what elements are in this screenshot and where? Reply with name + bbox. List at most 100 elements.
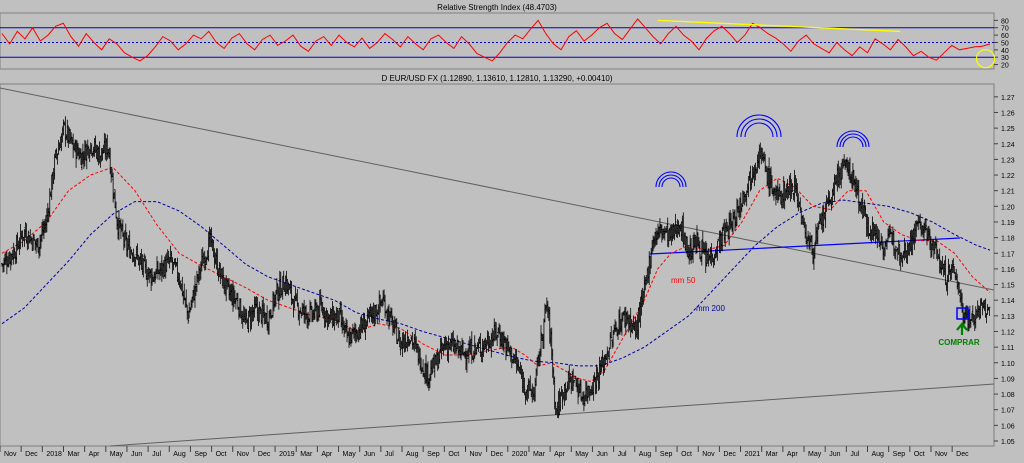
time-tick-label: Jul — [618, 451, 627, 458]
price-bar — [27, 230, 30, 250]
price-bar — [479, 333, 482, 357]
price-tick-label: 1.24 — [1001, 142, 1015, 149]
time-tick-label: Jun — [131, 451, 142, 458]
price-bar — [807, 230, 810, 242]
price-bar — [787, 185, 790, 199]
price-bar — [299, 307, 302, 314]
head-shoulders-arcs — [655, 114, 870, 188]
price-panel: D EUR/USD FX (1.12890, 1.13610, 1.12810,… — [0, 74, 1015, 458]
price-bar — [187, 310, 190, 324]
rsi-tick-label: 20 — [1001, 63, 1009, 70]
rsi-tick-label: 50 — [1001, 40, 1009, 47]
price-bar — [485, 339, 488, 354]
time-tick-label: Aug — [639, 451, 652, 458]
time-tick-label: Oct — [914, 451, 925, 458]
time-tick-label: Dec — [491, 451, 504, 458]
price-bar — [148, 268, 151, 284]
price-bar — [601, 350, 604, 368]
price-tick-label: 1.14 — [1001, 298, 1015, 305]
price-bar — [574, 375, 577, 379]
price-tick-label: 1.07 — [1001, 408, 1015, 415]
price-axis-ticks: 1.05 1.06 1.07 1.08 1.09 1.10 1.11 1.12 1.13 1.14… — [994, 95, 1015, 446]
time-tick-label: Dec — [25, 451, 38, 458]
price-bar — [897, 240, 900, 255]
time-tick-label: May — [110, 451, 124, 458]
price-bar — [28, 234, 31, 244]
rsi-title: Relative Strength Index (48.4703) — [437, 3, 557, 12]
rsi-line — [1, 18, 991, 62]
time-tick-label: Aug — [173, 451, 186, 458]
price-bar — [275, 278, 278, 295]
time-tick-label: Jul — [152, 451, 161, 458]
price-bar — [78, 147, 81, 161]
price-tick-label: 1.17 — [1001, 251, 1015, 258]
price-bar — [674, 213, 677, 235]
price-tick-label: 1.18 — [1001, 236, 1015, 243]
price-bar — [384, 294, 387, 319]
rsi-tick-label: 30 — [1001, 55, 1009, 62]
price-tick-label: 1.13 — [1001, 314, 1015, 321]
price-bar — [577, 377, 580, 405]
mm200-label: mm 200 — [696, 304, 725, 313]
time-tick-label: Dec — [258, 451, 271, 458]
price-bars — [1, 116, 991, 419]
price-tick-label: 1.09 — [1001, 376, 1015, 383]
time-tick-label: Oct — [216, 451, 227, 458]
price-tick-label: 1.12 — [1001, 329, 1015, 336]
buy-arrow-icon — [956, 322, 968, 335]
time-tick-label: Jun — [596, 451, 607, 458]
price-bar — [936, 249, 939, 261]
time-tick-label: 2020 — [512, 451, 528, 458]
price-bar — [9, 252, 12, 271]
price-bar — [572, 368, 575, 391]
time-tick-label: Apr — [787, 451, 799, 458]
price-bar — [573, 380, 576, 384]
time-tick-label: Sep — [194, 451, 207, 458]
time-tick-label: 2019 — [279, 451, 295, 458]
price-bar — [988, 306, 991, 316]
time-tick-label: Sep — [660, 451, 673, 458]
price-tick-label: 1.22 — [1001, 173, 1015, 180]
price-bar — [193, 275, 196, 308]
price-bar — [286, 278, 289, 294]
price-tick-label: 1.23 — [1001, 157, 1015, 164]
price-bar — [694, 234, 697, 248]
time-tick-label: 2018 — [46, 451, 62, 458]
price-bar — [650, 247, 653, 269]
time-tick-label: May — [808, 451, 822, 458]
price-bar — [894, 245, 897, 260]
price-title: D EUR/USD FX (1.12890, 1.13610, 1.12810,… — [381, 74, 612, 83]
price-bar — [119, 218, 122, 239]
time-tick-label: Mar — [533, 451, 546, 458]
time-tick-label: 2021 — [745, 451, 761, 458]
time-tick-label: Sep — [427, 451, 440, 458]
price-bar — [117, 209, 120, 241]
price-bar — [210, 227, 213, 248]
mm50-line — [1, 166, 991, 383]
price-bar — [540, 325, 543, 357]
price-bar — [465, 350, 468, 373]
price-bar — [185, 289, 188, 308]
buy-signal-box — [956, 307, 969, 320]
rsi-panel: Relative Strength Index (48.4703) 203040… — [0, 3, 1009, 70]
price-tick-label: 1.10 — [1001, 361, 1015, 368]
price-tick-label: 1.19 — [1001, 220, 1015, 227]
rsi-tick-label: 40 — [1001, 48, 1009, 55]
price-bar — [234, 298, 237, 310]
price-bar — [806, 236, 809, 250]
price-tick-label: 1.21 — [1001, 189, 1015, 196]
price-bar — [698, 240, 701, 260]
time-axis-ticks: Nov Dec 2018 Mar Apr May Jun Jul Aug Sep Oct Nov Dec… — [0, 446, 969, 458]
price-bar — [164, 254, 167, 279]
time-tick-label: Apr — [89, 451, 101, 458]
time-tick-label: Dec — [956, 451, 969, 458]
mm200-line — [1, 199, 991, 367]
price-bar — [975, 309, 978, 319]
rsi-tick-label: 60 — [1001, 33, 1009, 40]
price-bar — [745, 190, 748, 207]
price-tick-label: 1.08 — [1001, 392, 1015, 399]
price-tick-label: 1.11 — [1001, 345, 1014, 352]
lower-trendline — [109, 383, 995, 447]
